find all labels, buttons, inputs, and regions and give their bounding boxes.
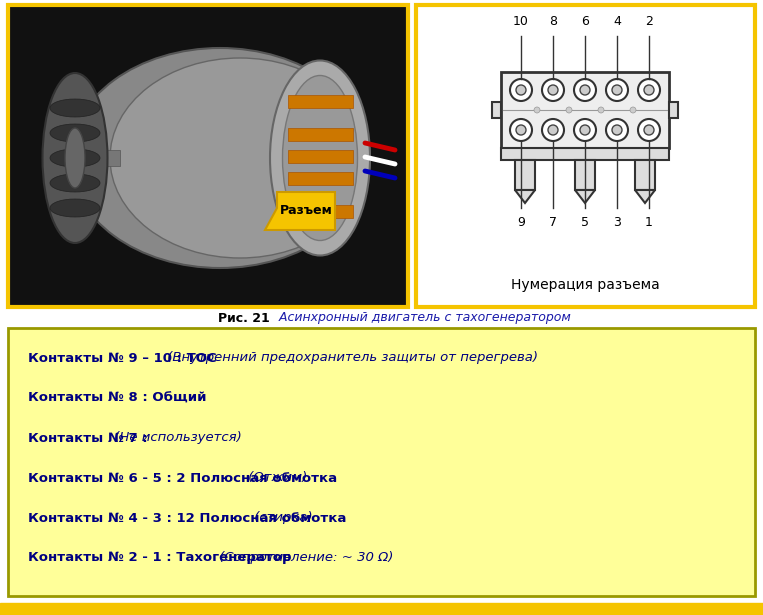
Circle shape xyxy=(516,85,526,95)
Circle shape xyxy=(612,85,622,95)
Text: Нумерация разъема: Нумерация разъема xyxy=(511,278,660,292)
Circle shape xyxy=(606,79,628,101)
Circle shape xyxy=(638,79,660,101)
Ellipse shape xyxy=(282,76,358,240)
Circle shape xyxy=(630,107,636,113)
Ellipse shape xyxy=(270,60,370,255)
Text: 9: 9 xyxy=(517,216,525,229)
Text: Контакты № 7 :: Контакты № 7 : xyxy=(28,432,147,445)
Circle shape xyxy=(580,85,590,95)
Text: 4: 4 xyxy=(613,15,621,28)
Bar xyxy=(515,160,535,190)
Text: Контакты № 8 : Общий: Контакты № 8 : Общий xyxy=(28,392,207,405)
Text: 6: 6 xyxy=(581,15,589,28)
Bar xyxy=(288,150,353,163)
Bar xyxy=(669,102,678,118)
Text: (Сопротивление: ~ 30 Ω): (Сопротивление: ~ 30 Ω) xyxy=(215,552,394,565)
Bar xyxy=(575,160,595,190)
Text: (Внутренний предохранитель защиты от перегрева): (Внутренний предохранитель защиты от пер… xyxy=(163,352,538,365)
Polygon shape xyxy=(265,192,335,230)
Circle shape xyxy=(644,85,654,95)
Text: 1: 1 xyxy=(645,216,653,229)
Circle shape xyxy=(542,79,564,101)
Circle shape xyxy=(548,125,558,135)
Circle shape xyxy=(598,107,604,113)
Text: Рис. 21: Рис. 21 xyxy=(218,312,270,325)
Bar xyxy=(8,5,408,307)
Circle shape xyxy=(638,119,660,141)
Circle shape xyxy=(612,125,622,135)
Ellipse shape xyxy=(50,124,100,142)
Text: (Отжим): (Отжим) xyxy=(244,472,307,485)
Polygon shape xyxy=(635,190,655,203)
Bar xyxy=(501,72,669,148)
Ellipse shape xyxy=(50,174,100,192)
Bar xyxy=(635,160,655,190)
Ellipse shape xyxy=(50,99,100,117)
Ellipse shape xyxy=(50,199,100,217)
Circle shape xyxy=(516,125,526,135)
Circle shape xyxy=(580,125,590,135)
Text: 3: 3 xyxy=(613,216,621,229)
Bar xyxy=(0,603,763,615)
Bar xyxy=(8,328,755,596)
Circle shape xyxy=(510,119,532,141)
Ellipse shape xyxy=(70,48,370,268)
Bar xyxy=(501,148,669,160)
Circle shape xyxy=(574,79,596,101)
Bar xyxy=(288,128,353,141)
Text: 5: 5 xyxy=(581,216,589,229)
Polygon shape xyxy=(575,190,595,203)
Circle shape xyxy=(566,107,572,113)
Text: (Не используется): (Не используется) xyxy=(110,432,242,445)
Circle shape xyxy=(644,125,654,135)
Bar xyxy=(288,95,353,108)
Bar xyxy=(105,150,120,166)
Polygon shape xyxy=(515,190,535,203)
Text: 2: 2 xyxy=(645,15,653,28)
Ellipse shape xyxy=(50,149,100,167)
Text: Разъем: Разъем xyxy=(279,204,333,216)
Circle shape xyxy=(606,119,628,141)
Text: Контакты № 4 - 3 : 12 Полюсная обмотка: Контакты № 4 - 3 : 12 Полюсная обмотка xyxy=(28,512,346,525)
Text: Асинхронный двигатель с тахогенератором: Асинхронный двигатель с тахогенератором xyxy=(275,312,571,325)
Text: (стирка): (стирка) xyxy=(250,512,313,525)
Circle shape xyxy=(510,79,532,101)
Text: 10: 10 xyxy=(513,15,529,28)
Circle shape xyxy=(534,107,540,113)
Text: 8: 8 xyxy=(549,15,557,28)
Text: 7: 7 xyxy=(549,216,557,229)
Circle shape xyxy=(574,119,596,141)
Text: Контакты № 9 – 10 : ТОС: Контакты № 9 – 10 : ТОС xyxy=(28,352,217,365)
Bar xyxy=(492,102,501,118)
Bar xyxy=(288,172,353,185)
Circle shape xyxy=(548,85,558,95)
Ellipse shape xyxy=(43,73,108,243)
Ellipse shape xyxy=(65,128,85,188)
Ellipse shape xyxy=(110,58,370,258)
Circle shape xyxy=(542,119,564,141)
Text: Контакты № 2 - 1 : Тахогенератор: Контакты № 2 - 1 : Тахогенератор xyxy=(28,552,291,565)
Bar xyxy=(416,5,755,307)
Text: Контакты № 6 - 5 : 2 Полюсная обмотка: Контакты № 6 - 5 : 2 Полюсная обмотка xyxy=(28,472,337,485)
Bar xyxy=(288,205,353,218)
